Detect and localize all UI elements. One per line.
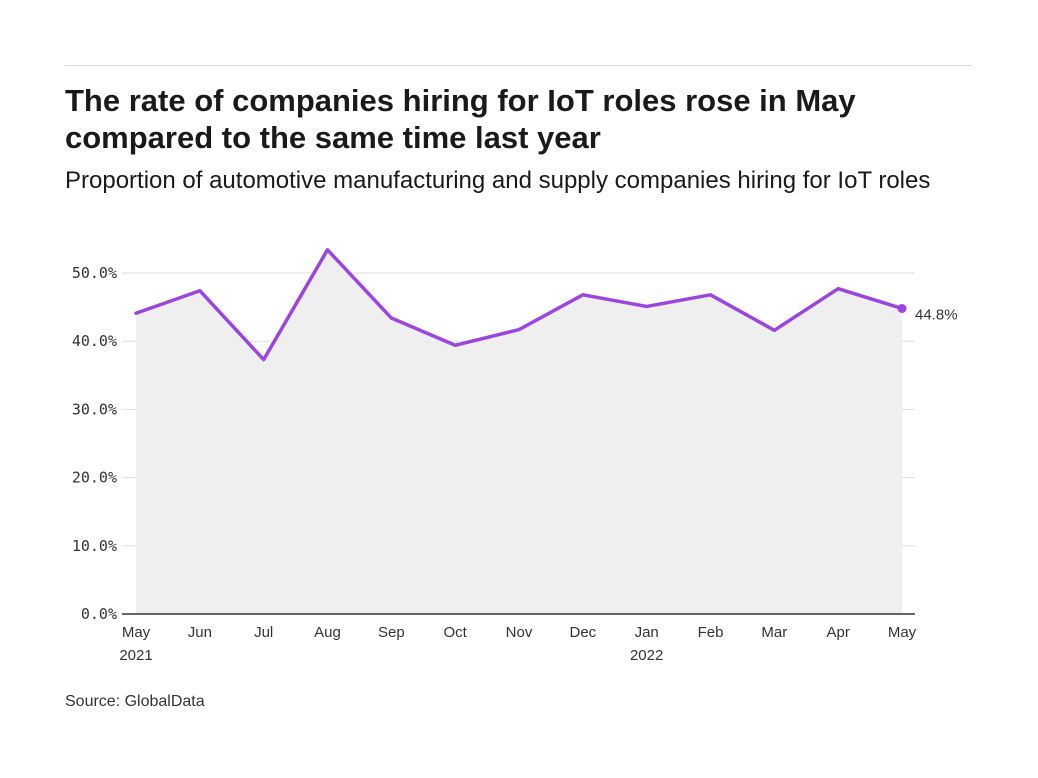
area-fill: [136, 249, 902, 614]
y-tick-label: 20.0%: [72, 469, 117, 487]
y-tick-label: 10.0%: [72, 537, 117, 555]
source-note: Source: GlobalData: [65, 693, 205, 710]
x-tick-label: Jul: [254, 624, 273, 641]
x-tick-label: Mar: [761, 624, 787, 641]
x-tick-label: Aug: [314, 624, 341, 641]
chart-subtitle: Proportion of automotive manufacturing a…: [65, 167, 931, 194]
y-tick-label: 40.0%: [72, 332, 117, 350]
top-divider: [65, 65, 973, 66]
x-tick-label: Jun: [188, 624, 212, 641]
y-tick-label: 0.0%: [81, 605, 117, 623]
series-line: [134, 248, 904, 362]
x-tick-label: Oct: [443, 624, 467, 641]
x-tick-label: Jan: [635, 624, 659, 641]
x-tick-label: Sep: [378, 624, 405, 641]
y-tick-label: 50.0%: [72, 264, 117, 282]
x-tick-year-label: 2021: [119, 647, 152, 664]
line-chart: 0.0% 10.0% 20.0% 30.0% 40.0% 50.0% 44.8% May 202…: [72, 248, 958, 664]
end-value-label: 44.8%: [915, 306, 958, 323]
y-tick-label: 30.0%: [72, 400, 117, 418]
chart-title: The rate of companies hiring for IoT rol…: [65, 83, 856, 155]
x-tick-label: Dec: [569, 624, 596, 641]
x-tick-label: Feb: [698, 624, 724, 641]
x-tick-label: Apr: [826, 624, 849, 641]
x-tick-label: Nov: [506, 624, 533, 641]
x-tick-year-label: 2022: [630, 647, 663, 664]
x-tick-label: May: [122, 624, 151, 641]
x-tick-label: May: [888, 624, 917, 641]
last-point-marker: [897, 303, 907, 313]
